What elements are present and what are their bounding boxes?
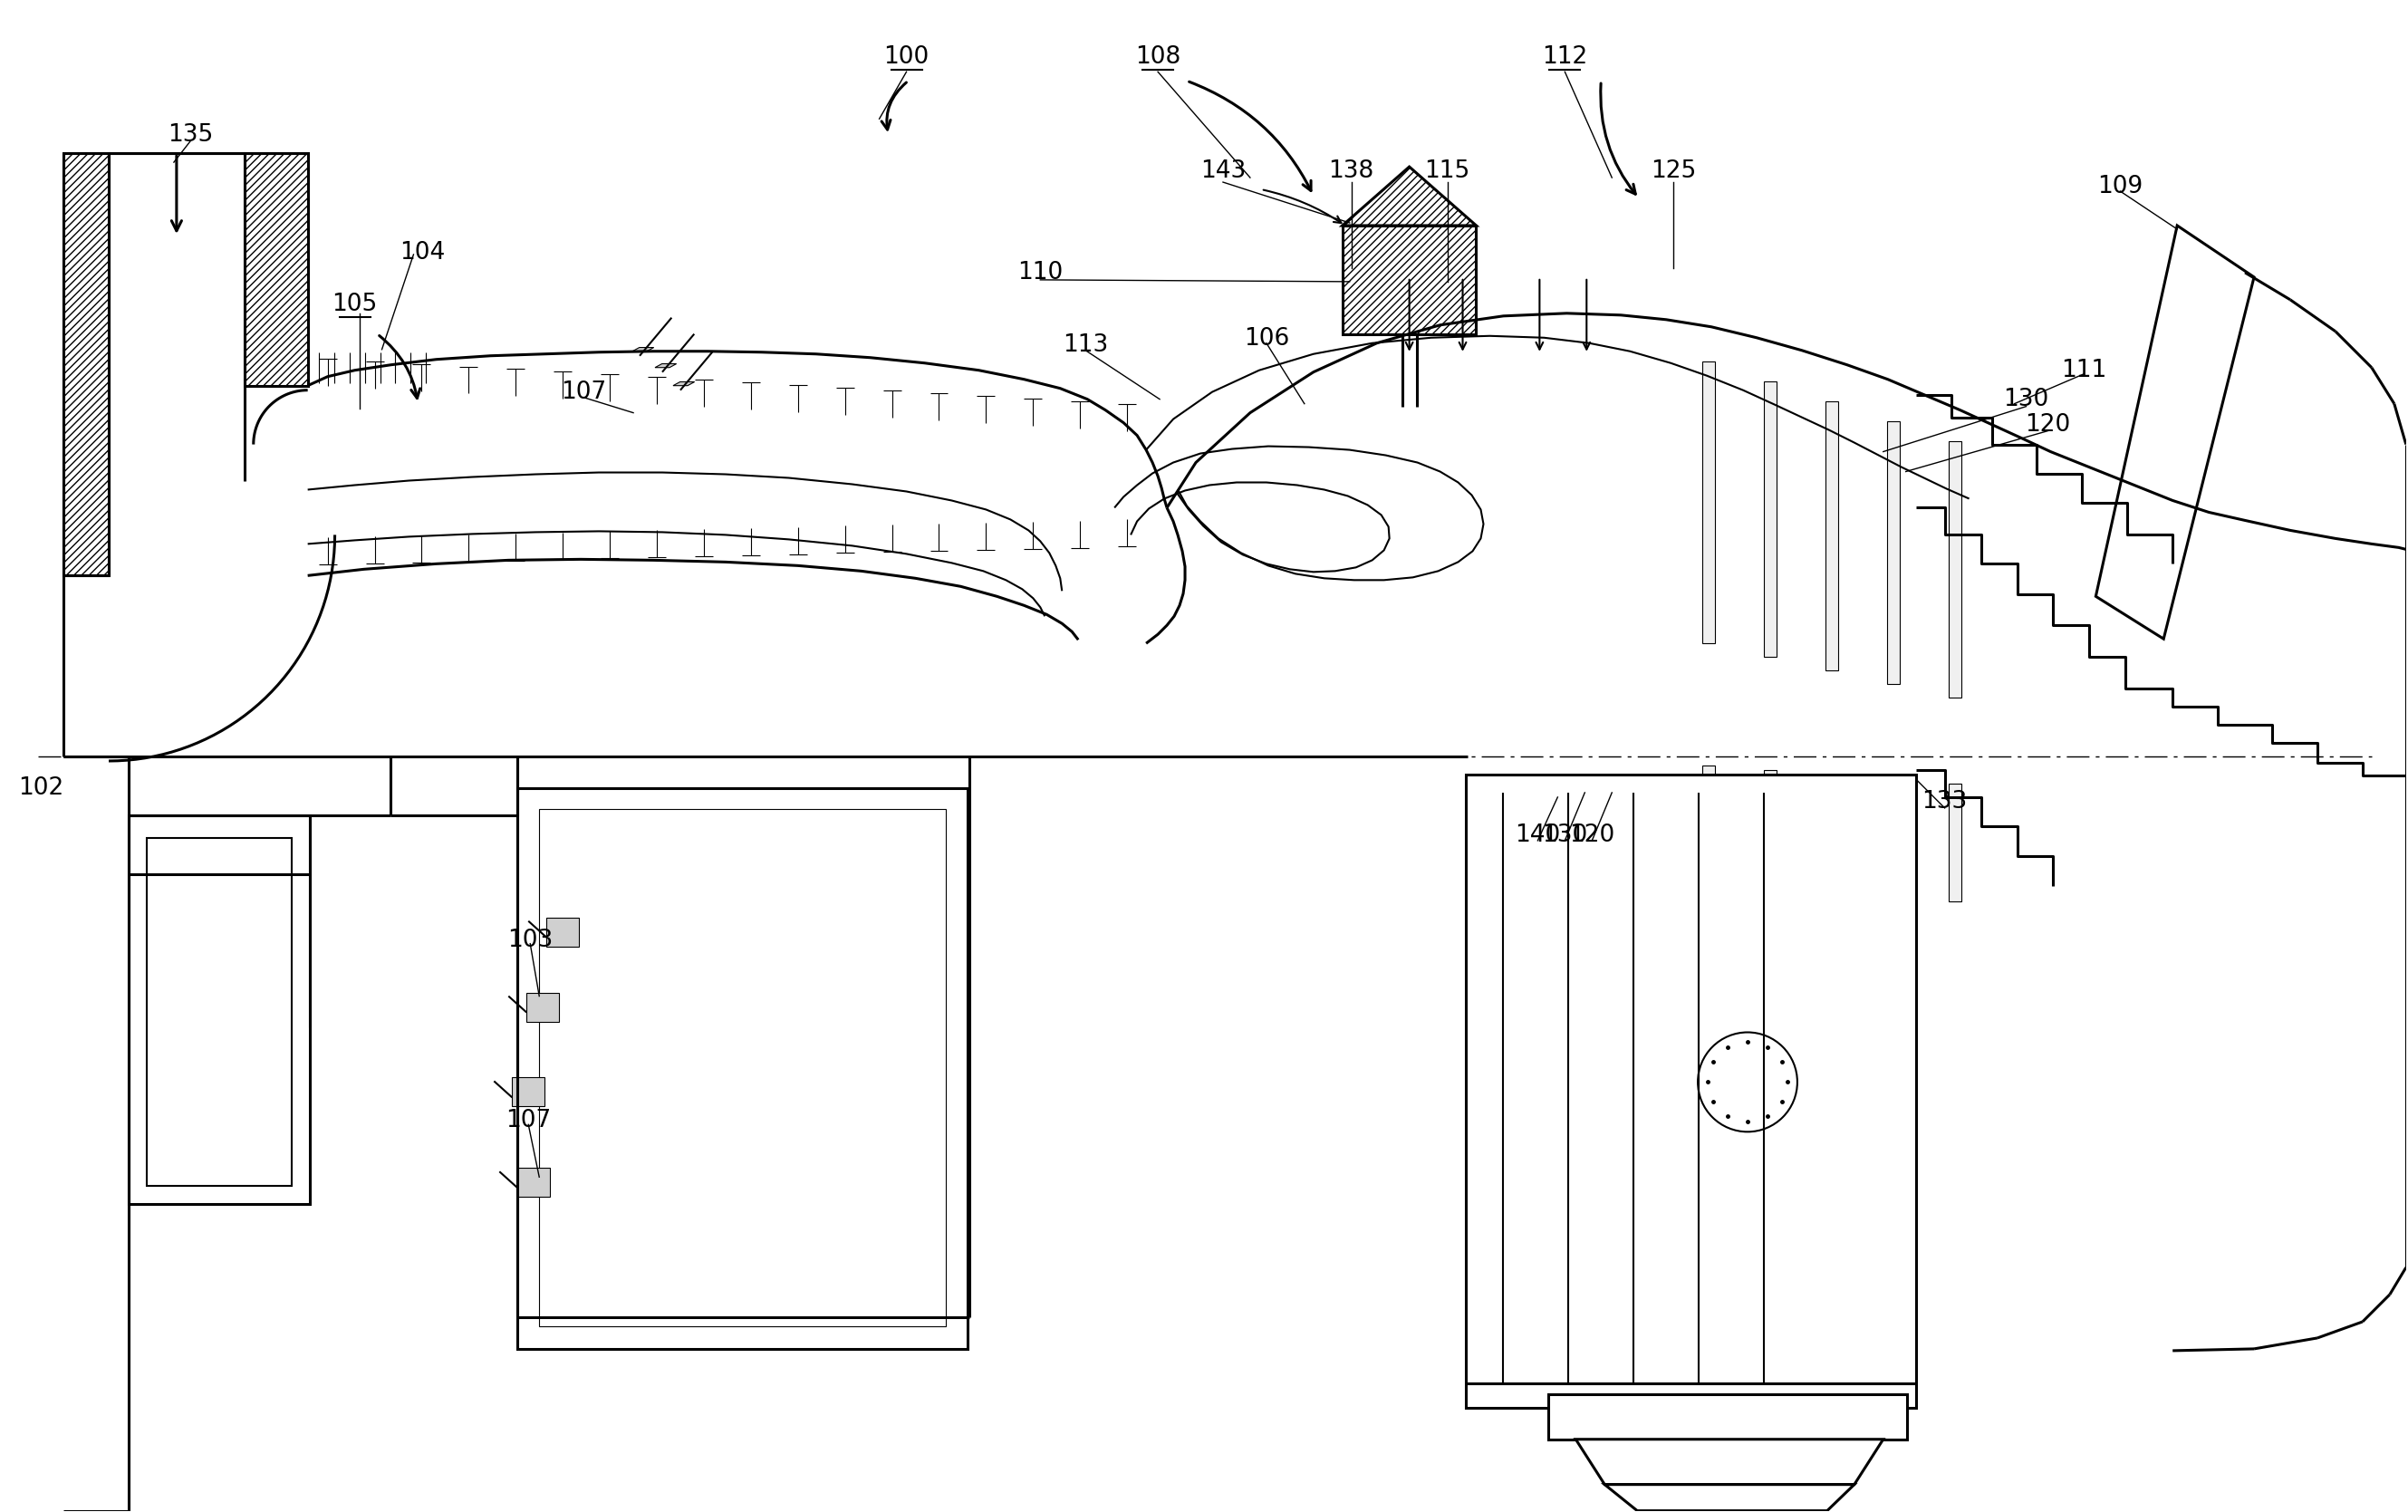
Polygon shape bbox=[1948, 442, 1960, 697]
Text: 138: 138 bbox=[1329, 159, 1375, 183]
Polygon shape bbox=[1825, 774, 1837, 883]
Polygon shape bbox=[1830, 783, 1845, 937]
Polygon shape bbox=[655, 364, 677, 367]
Bar bbox=[1548, 1394, 1907, 1439]
Text: 104: 104 bbox=[400, 240, 445, 265]
Text: 125: 125 bbox=[1649, 159, 1695, 183]
Polygon shape bbox=[1888, 420, 1900, 683]
Text: 100: 100 bbox=[884, 45, 929, 70]
Polygon shape bbox=[1792, 783, 1806, 937]
Text: 111: 111 bbox=[2061, 358, 2107, 383]
Text: 143: 143 bbox=[1199, 159, 1245, 183]
Polygon shape bbox=[1604, 1485, 1854, 1510]
Bar bbox=[1466, 774, 1917, 1408]
Polygon shape bbox=[1495, 783, 1510, 937]
Bar bbox=[518, 788, 968, 1349]
Text: 102: 102 bbox=[19, 776, 63, 800]
Polygon shape bbox=[1763, 381, 1777, 658]
Polygon shape bbox=[547, 918, 578, 947]
Polygon shape bbox=[1825, 401, 1837, 670]
Text: 106: 106 bbox=[1243, 327, 1288, 351]
Text: 140: 140 bbox=[1515, 824, 1560, 847]
Text: 133: 133 bbox=[1922, 789, 1967, 813]
Text: 108: 108 bbox=[1134, 45, 1180, 70]
Text: 109: 109 bbox=[2097, 175, 2143, 198]
Polygon shape bbox=[1702, 783, 1717, 937]
Polygon shape bbox=[243, 153, 308, 386]
Text: 105: 105 bbox=[332, 292, 378, 316]
Text: 110: 110 bbox=[1019, 260, 1062, 284]
Text: 115: 115 bbox=[1426, 159, 1469, 183]
Text: 112: 112 bbox=[1541, 45, 1587, 70]
Polygon shape bbox=[518, 1167, 549, 1198]
Polygon shape bbox=[1341, 225, 1476, 334]
Polygon shape bbox=[1604, 783, 1618, 937]
Text: 107: 107 bbox=[506, 1110, 551, 1132]
Text: 113: 113 bbox=[1062, 333, 1108, 357]
Text: 120: 120 bbox=[2025, 413, 2071, 437]
Bar bbox=[128, 815, 311, 1204]
Polygon shape bbox=[527, 992, 559, 1022]
Polygon shape bbox=[1702, 361, 1714, 644]
Polygon shape bbox=[1748, 783, 1763, 937]
Polygon shape bbox=[2095, 225, 2254, 640]
Polygon shape bbox=[63, 153, 108, 576]
Text: 120: 120 bbox=[1570, 824, 1616, 847]
Text: 107: 107 bbox=[561, 380, 607, 404]
Text: 130: 130 bbox=[1541, 824, 1587, 847]
Text: 130: 130 bbox=[2003, 387, 2049, 411]
Polygon shape bbox=[674, 383, 694, 386]
Polygon shape bbox=[1888, 779, 1900, 892]
Polygon shape bbox=[1548, 783, 1563, 937]
Polygon shape bbox=[513, 1078, 544, 1107]
Polygon shape bbox=[1702, 765, 1714, 865]
Bar bbox=[539, 809, 946, 1326]
Text: 103: 103 bbox=[508, 928, 554, 953]
Bar bbox=[147, 838, 291, 1185]
Polygon shape bbox=[1763, 770, 1777, 874]
Polygon shape bbox=[633, 348, 655, 351]
Polygon shape bbox=[1948, 783, 1960, 901]
Text: 135: 135 bbox=[169, 124, 212, 147]
Polygon shape bbox=[1341, 166, 1476, 225]
Polygon shape bbox=[1657, 783, 1671, 937]
Polygon shape bbox=[1575, 1439, 1883, 1485]
